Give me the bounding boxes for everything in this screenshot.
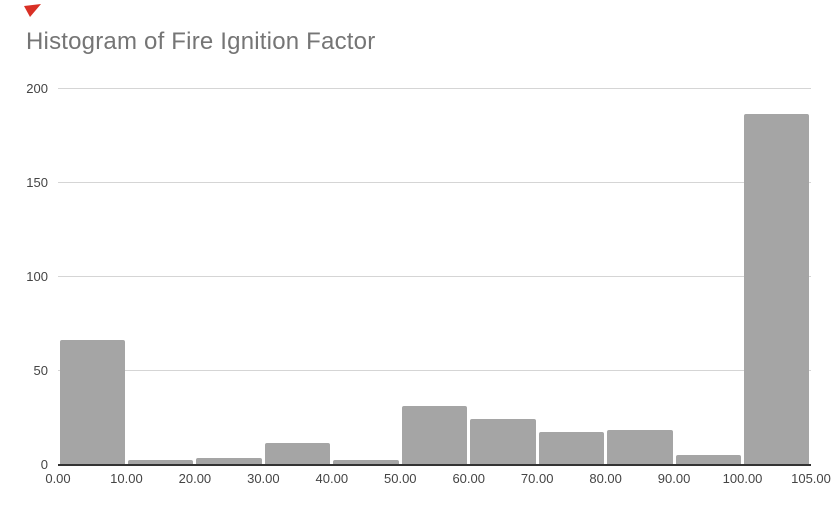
histogram-bar[interactable] <box>127 460 194 464</box>
histogram-bar[interactable] <box>333 460 399 464</box>
gridline-y-100 <box>58 276 811 277</box>
x-axis-tick-label: 105.00 <box>791 471 831 486</box>
x-axis-tick-label: 80.00 <box>589 471 622 486</box>
gridline-y-50 <box>58 370 811 371</box>
plot-area <box>58 88 811 466</box>
histogram-bar[interactable] <box>675 454 742 464</box>
gridline-y-150 <box>58 182 811 183</box>
y-axis-tick-label: 0 <box>40 457 48 472</box>
histogram-bar[interactable] <box>196 458 262 464</box>
x-axis-tick-label: 40.00 <box>315 471 349 486</box>
histogram-bar[interactable] <box>401 405 468 464</box>
x-axis-tick-label: 50.00 <box>383 471 417 486</box>
red-corner-marker-icon <box>24 4 41 17</box>
histogram-bar[interactable] <box>470 418 536 464</box>
x-axis-tick-label: 60.00 <box>452 471 485 486</box>
x-axis-tick-label: 100.00 <box>722 471 763 486</box>
histogram-bar[interactable] <box>607 430 673 464</box>
x-axis-tick-label: 70.00 <box>520 471 554 486</box>
histogram-bar[interactable] <box>538 432 605 464</box>
x-axis-tick-label: 30.00 <box>247 471 280 486</box>
y-axis-tick-label: 100 <box>26 269 48 284</box>
x-axis-line <box>58 464 811 466</box>
x-axis-tick-label: 10.00 <box>110 471 143 486</box>
y-axis-tick-label: 150 <box>26 175 48 190</box>
chart-title: Histogram of Fire Ignition Factor <box>26 28 376 55</box>
x-axis-tick-label: 20.00 <box>178 471 212 486</box>
y-axis: 0 50 100 150 200 <box>0 81 48 472</box>
x-axis-tick-label: 90.00 <box>657 471 691 486</box>
histogram-bar[interactable] <box>264 443 331 464</box>
histogram-bar[interactable] <box>59 339 125 464</box>
y-axis-tick-label: 200 <box>26 81 48 96</box>
y-axis-tick-label: 50 <box>33 363 48 378</box>
x-axis: 0.00 10.00 20.00 30.00 40.00 50.00 60.00 70.00 8… <box>45 471 831 489</box>
x-axis-tick-label: 0.00 <box>45 471 71 486</box>
gridline-y-200 <box>58 88 811 89</box>
histogram-bar[interactable] <box>744 114 810 464</box>
